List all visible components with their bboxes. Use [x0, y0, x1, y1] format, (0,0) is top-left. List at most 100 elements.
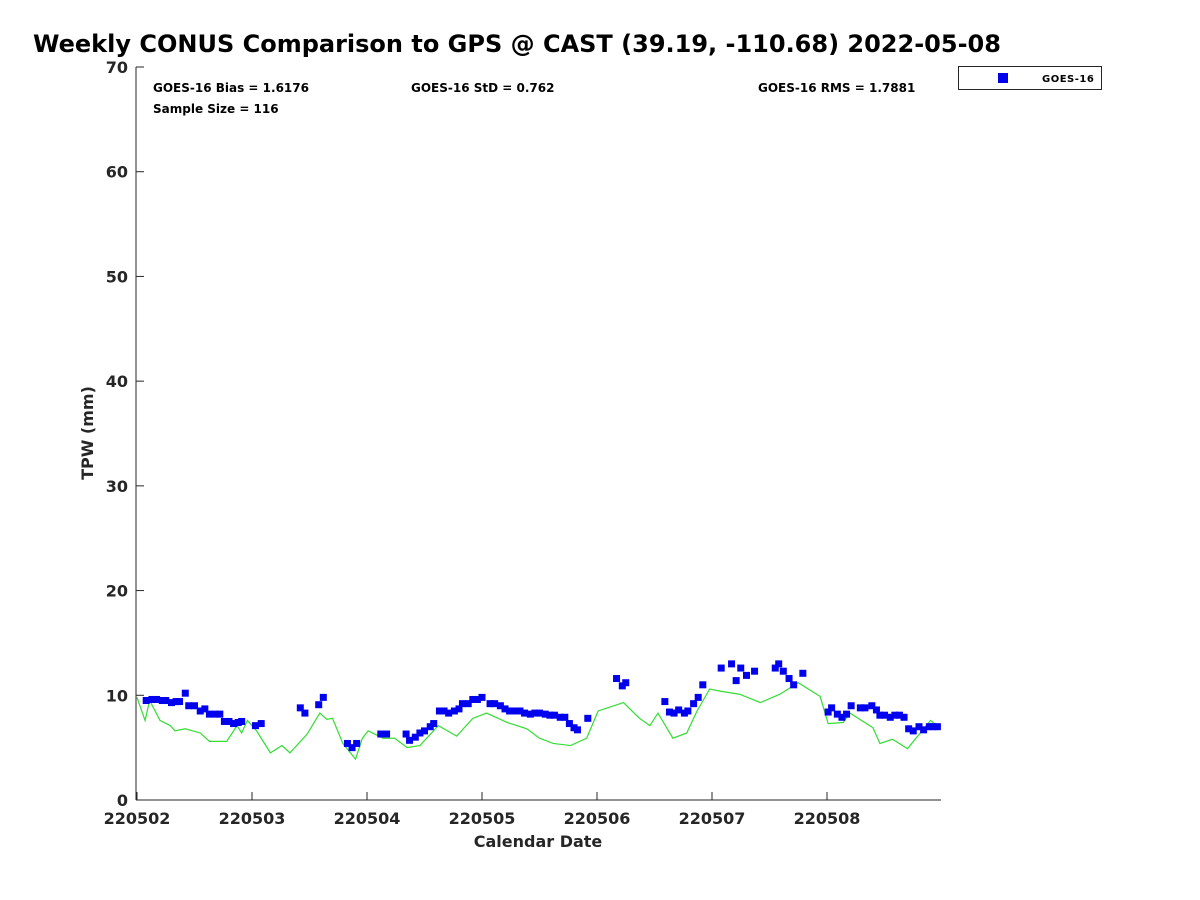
goes-16-point	[743, 671, 750, 679]
goes-16-point	[737, 664, 745, 672]
y-tick-label: 0	[117, 791, 128, 810]
goes-16-point	[751, 667, 759, 675]
goes-16-point	[430, 720, 438, 728]
goes-16-point	[348, 744, 356, 752]
legend-label-goes-16: GOES-16	[1042, 74, 1094, 85]
goes-16-point	[168, 699, 175, 707]
y-axis-label: TPW (mm)	[78, 386, 97, 480]
rms-annotation: GOES-16 RMS = 1.7881	[758, 81, 915, 95]
goes-16-point	[435, 707, 443, 715]
goes-16-point	[257, 720, 265, 728]
goes-16-point	[728, 660, 736, 668]
goes-16-point	[450, 707, 458, 715]
chart-title: Weekly CONUS Comparison to GPS @ CAST (3…	[33, 30, 1001, 58]
y-tick-label: 40	[106, 372, 128, 391]
goes-16-point	[319, 693, 327, 701]
legend: GOES-16	[958, 66, 1102, 90]
y-tick-label: 70	[106, 58, 128, 77]
goes-16-point	[886, 713, 894, 721]
y-tick-label: 50	[106, 267, 128, 286]
goes-16-series	[142, 660, 941, 752]
goes-16-point	[191, 702, 198, 710]
goes-16-point	[411, 733, 419, 741]
goes-16-point	[181, 689, 189, 697]
y-tick-label: 10	[106, 686, 128, 705]
sample-size-annotation: Sample Size = 116	[153, 102, 279, 116]
goes-16-point	[565, 720, 573, 728]
goes-16-point	[933, 723, 941, 731]
goes-16-point	[506, 707, 514, 715]
goes-16-point	[824, 708, 832, 716]
goes-16-point	[230, 720, 238, 728]
goes-16-point	[445, 709, 453, 717]
axes	[135, 67, 941, 801]
goes-16-point	[775, 660, 783, 668]
x-axis-label: Calendar Date	[474, 832, 603, 851]
goes-16-point	[196, 707, 204, 715]
goes-16-point	[383, 730, 391, 738]
legend-marker-goes-16	[998, 73, 1008, 83]
goes-16-point	[486, 700, 494, 708]
goes-16-point	[622, 679, 630, 687]
goes-16-point	[153, 695, 161, 703]
goes-16-point	[148, 695, 156, 703]
goes-16-point	[573, 726, 581, 734]
y-tick-label: 60	[106, 163, 128, 182]
goes-16-point	[920, 726, 928, 734]
goes-16-point	[521, 709, 529, 717]
goes-16-point	[891, 711, 899, 719]
goes-16-point	[211, 710, 219, 718]
goes-16-point	[856, 704, 864, 712]
goes-16-point	[142, 697, 150, 705]
goes-16-point	[496, 702, 504, 710]
goes-16-point	[478, 693, 486, 701]
goes-16-point	[732, 677, 740, 685]
goes-16-point	[661, 698, 669, 706]
y-ticks: 0 10 20 30 40 50 60 70	[106, 58, 144, 810]
goes-16-point	[220, 717, 228, 725]
goes-16-point	[684, 707, 692, 715]
goes-16-point	[833, 710, 841, 718]
goes-16-point	[881, 711, 888, 719]
goes-16-point	[343, 739, 351, 747]
goes-16-point	[201, 705, 209, 713]
goes-16-point	[516, 707, 524, 715]
goes-16-point	[546, 711, 554, 719]
goes-16-point	[185, 702, 193, 710]
x-ticks: 220502 220503 220504 220505 220506 220507 2205…	[104, 792, 861, 828]
goes-16-point	[915, 723, 923, 731]
x-tick-label: 220505	[449, 809, 516, 828]
goes-16-point	[584, 714, 592, 722]
goes-16-point	[929, 723, 937, 731]
std-annotation: GOES-16 StD = 0.762	[411, 81, 554, 95]
goes-16-point	[613, 675, 621, 683]
goes-16-point	[838, 713, 846, 721]
goes-16-point	[501, 705, 509, 713]
goes-16-point	[421, 727, 428, 735]
goes-16-point	[377, 730, 385, 738]
y-tick-label: 20	[106, 582, 128, 601]
goes-16-point	[909, 727, 917, 735]
goes-16-point	[779, 667, 787, 675]
goes-16-point	[296, 704, 304, 712]
goes-16-point	[541, 710, 549, 718]
x-tick-label: 220504	[334, 809, 401, 828]
goes-16-point	[301, 709, 309, 717]
goes-16-point	[900, 713, 908, 721]
goes-16-point	[690, 700, 698, 708]
goes-16-point	[406, 736, 414, 744]
goes-16-point	[670, 709, 678, 717]
goes-16-point	[771, 664, 779, 672]
goes-16-point	[561, 713, 569, 721]
goes-16-point	[469, 695, 477, 703]
goes-16-point	[416, 729, 424, 737]
goes-16-point	[550, 711, 558, 719]
goes-16-point	[473, 695, 481, 703]
goes-16-point	[238, 717, 246, 725]
goes-16-point	[872, 706, 880, 714]
goes-16-point	[828, 704, 836, 712]
x-tick-label: 220506	[564, 809, 631, 828]
goes-16-point	[785, 675, 793, 683]
x-tick-label: 220508	[794, 809, 861, 828]
